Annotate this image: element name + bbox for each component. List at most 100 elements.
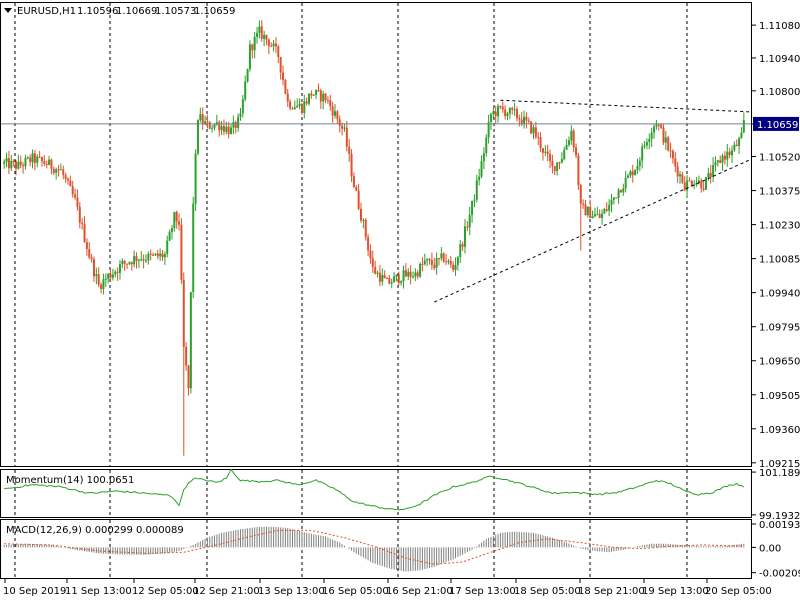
bull-candle: [485, 137, 488, 154]
bull-candle: [166, 240, 169, 255]
bear-candle: [251, 44, 254, 51]
main-price-panel[interactable]: [0, 2, 752, 467]
x-tick-label: 10 Sep 2019: [3, 586, 66, 597]
bear-candle: [7, 158, 10, 169]
bull-candle: [480, 161, 483, 177]
bull-candle: [36, 156, 39, 163]
bull-candle: [128, 262, 131, 264]
bear-candle: [430, 259, 433, 265]
bull-candle: [482, 153, 485, 162]
bear-candle: [289, 101, 292, 109]
bull-candle: [192, 203, 195, 293]
bull-candle: [622, 188, 625, 193]
bull-candle: [298, 104, 301, 106]
bull-candle: [653, 126, 656, 133]
bull-candle: [303, 101, 306, 113]
bear-candle: [355, 187, 358, 191]
bull-candle: [263, 34, 266, 39]
bear-candle: [126, 263, 129, 265]
bull-candle: [570, 130, 573, 141]
momentum-panel[interactable]: [0, 469, 752, 518]
price-tick-label: 1.09940: [759, 289, 800, 300]
bull-candle: [104, 278, 107, 280]
x-tick-label: 19 Sep 13:00: [642, 586, 709, 597]
price-tick-label: 1.10375: [759, 187, 800, 198]
x-tick-label: 12 Sep 21:00: [193, 586, 260, 597]
bull-candle: [695, 183, 698, 185]
bull-candle: [624, 177, 627, 189]
bull-candle: [17, 161, 20, 169]
bull-candle: [315, 90, 318, 95]
bear-candle: [369, 250, 372, 259]
bull-candle: [508, 107, 511, 114]
bear-candle: [152, 254, 155, 256]
bull-candle: [48, 159, 51, 165]
bear-candle: [367, 237, 370, 251]
macd-signal-line: [4, 529, 744, 565]
bull-candle: [740, 132, 743, 139]
bull-candle: [742, 120, 745, 133]
bull-candle: [248, 44, 251, 69]
bear-candle: [100, 284, 103, 290]
bear-candle: [149, 253, 152, 255]
bear-candle: [445, 261, 448, 263]
bull-candle: [693, 184, 696, 186]
macd-panel[interactable]: [0, 519, 752, 579]
momentum-line: [4, 468, 745, 511]
ohlc-low: 1.10573: [155, 6, 196, 17]
bull-candle: [556, 162, 559, 172]
bull-candle: [293, 107, 296, 109]
bear-candle: [546, 151, 549, 155]
vertical-grid-lines: [14, 3, 688, 578]
bear-candle: [615, 197, 618, 199]
bull-candle: [454, 265, 457, 270]
bear-candle: [605, 209, 608, 211]
bear-candle: [501, 106, 504, 110]
price-tick-label: 1.10085: [759, 255, 800, 266]
bear-candle: [83, 223, 86, 242]
bull-candle: [407, 271, 410, 277]
price-axis: 1.11080 1.10940 1.10800 1.10520 1.10375 1.102…: [752, 21, 800, 580]
bear-candle: [97, 274, 100, 285]
bull-candle: [230, 127, 233, 135]
bull-candle: [362, 219, 365, 221]
bull-candle: [650, 132, 653, 139]
bear-candle: [282, 72, 285, 81]
bear-candle: [348, 146, 351, 155]
bull-candle: [705, 177, 708, 190]
bull-candle: [532, 127, 535, 134]
bull-candle: [563, 149, 566, 160]
bear-candle: [409, 271, 412, 277]
bear-candle: [336, 111, 339, 120]
bear-candle: [341, 125, 344, 129]
bear-candle: [66, 178, 69, 181]
x-tick-label: 17 Sep 13:00: [449, 586, 516, 597]
bull-candle: [296, 105, 299, 108]
bear-candle: [378, 272, 381, 282]
bull-candle: [596, 214, 599, 216]
bear-candle: [374, 266, 377, 274]
bear-candle: [709, 173, 712, 178]
bull-candle: [567, 140, 570, 145]
bear-candle: [345, 127, 348, 147]
bear-candle: [78, 206, 81, 223]
bear-candle: [142, 259, 145, 261]
bull-candle: [435, 258, 438, 268]
bull-candle: [610, 199, 613, 206]
bear-candle: [520, 119, 523, 125]
bear-candle: [222, 126, 225, 132]
bull-candle: [395, 274, 398, 277]
bear-candle: [551, 160, 554, 167]
symbol-dropdown-icon[interactable]: [4, 8, 12, 13]
bull-candle: [121, 260, 124, 265]
current-price-label: 1.10659: [757, 120, 798, 131]
bear-candle: [90, 257, 93, 260]
bull-candle: [456, 257, 459, 266]
bull-candle: [645, 141, 648, 146]
bull-candle: [497, 105, 500, 117]
bear-candle: [433, 264, 436, 268]
bear-candle: [549, 154, 552, 161]
bear-candle: [575, 147, 578, 156]
bull-candle: [168, 231, 171, 241]
